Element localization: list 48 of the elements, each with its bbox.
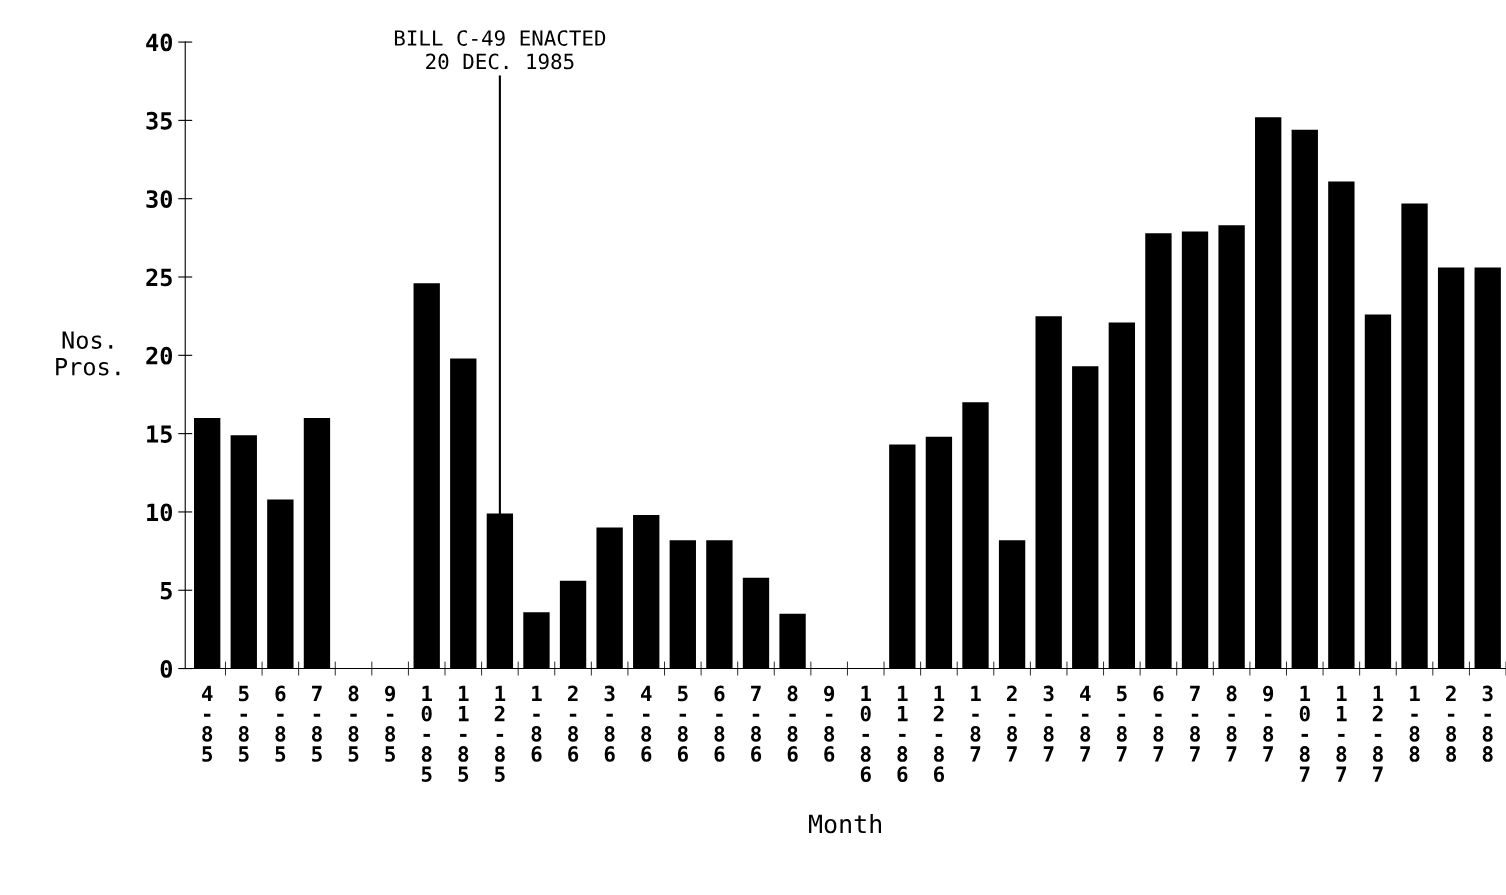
x-tick-label: 1-88 <box>1409 685 1420 762</box>
x-tick-label: 6-85 <box>275 685 286 762</box>
x-tick-label: 5-86 <box>677 685 688 762</box>
x-tick-label: 4-87 <box>1080 685 1091 762</box>
x-tick-label: 9-86 <box>824 685 835 762</box>
y-tick-label: 10 <box>147 503 173 522</box>
x-tick-label: 1-86 <box>531 685 542 762</box>
x-tick-label: 11-85 <box>458 685 469 783</box>
y-tick-label: 30 <box>146 190 173 208</box>
x-tick-label: 9-85 <box>384 685 396 762</box>
x-tick-label: 7-85 <box>311 685 322 762</box>
x-tick-label: 11-86 <box>897 685 908 783</box>
x-tick-label: 10-87 <box>1299 685 1311 782</box>
x-tick-label: 12-87 <box>1372 685 1384 782</box>
x-tick-label: 2-88 <box>1446 685 1457 762</box>
x-tick-label: 7-87 <box>1190 685 1200 762</box>
x-tick-label: 3-87 <box>1043 685 1054 762</box>
y-tick-label: 15 <box>147 425 172 443</box>
x-tick-label: 10-85 <box>421 685 432 783</box>
x-tick-label: 12-86 <box>933 685 945 783</box>
x-tick-label: 5-85 <box>238 685 249 762</box>
x-tick-label: 8-85 <box>348 685 359 762</box>
x-tick-label: 12-85 <box>494 685 506 783</box>
x-tick-label: 7-86 <box>751 685 762 762</box>
y-axis-title: Nos. Pros. <box>56 331 120 376</box>
x-tick-label: 2-87 <box>1006 685 1018 762</box>
y-tick-label: 0 <box>160 660 173 678</box>
y-tick-label: 5 <box>160 582 172 600</box>
x-tick-label: 8-87 <box>1226 685 1237 762</box>
x-tick-label: 10-86 <box>860 685 872 783</box>
x-tick-label: 2-86 <box>567 685 579 762</box>
y-tick-label: 35 <box>146 111 172 130</box>
y-tick-label: 20 <box>146 346 173 365</box>
x-tick-label: 4-86 <box>640 685 652 762</box>
x-axis-title: Month <box>809 813 882 834</box>
y-tick-label: 40 <box>146 33 173 52</box>
y-tick-label: 25 <box>146 268 172 287</box>
x-tick-label: 1-87 <box>970 685 981 762</box>
x-tick-label: 6-87 <box>1153 685 1164 762</box>
x-tick-label: 6-86 <box>714 685 725 762</box>
x-tick-label: 4-85 <box>201 685 213 762</box>
x-tick-label: 5-87 <box>1116 685 1127 762</box>
annotation: BILL C-49 ENACTED 20 DEC. 1985 <box>394 30 606 70</box>
x-tick-label: 8-86 <box>787 685 798 762</box>
x-tick-label: 9-87 <box>1263 685 1274 762</box>
x-tick-label: 3-86 <box>604 685 615 762</box>
x-tick-label: 3-88 <box>1482 685 1493 762</box>
x-tick-label: 11-87 <box>1336 685 1347 782</box>
